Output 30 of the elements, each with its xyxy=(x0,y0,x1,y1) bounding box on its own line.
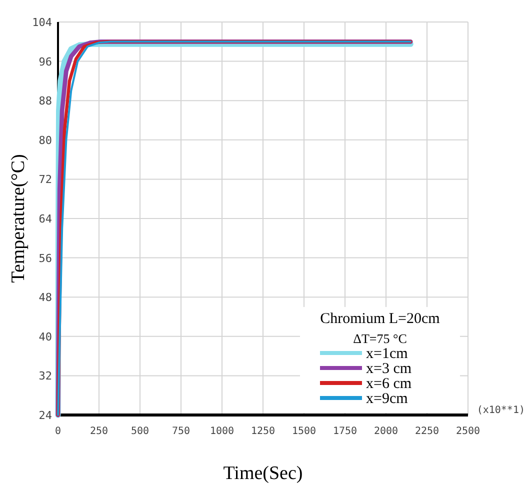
legend-label: x=3 cm xyxy=(366,361,412,377)
y-tick-label: 56 xyxy=(38,252,52,265)
x-axis-title: Time(Sec) xyxy=(223,463,303,484)
y-tick-label: 72 xyxy=(38,173,52,186)
x-tick-label: 2250 xyxy=(414,426,440,437)
x-tick-label: 2500 xyxy=(456,426,480,437)
x-tick-label: 1000 xyxy=(210,426,234,437)
y-tick-label: 104 xyxy=(32,16,52,29)
text: (x10**1) xyxy=(476,405,525,416)
y-tick-label: 32 xyxy=(38,370,52,383)
x-tick-label: 0 xyxy=(54,426,62,437)
y-tick-label: 40 xyxy=(38,330,52,344)
y-tick-label: 80 xyxy=(38,134,52,147)
y-tick-label: 24 xyxy=(38,409,52,422)
legend-label: x=9cm xyxy=(366,391,408,407)
x-tick-label: 1500 xyxy=(292,426,316,437)
x-tick-label: 1250 xyxy=(250,426,276,437)
legend-label: x=1cm xyxy=(366,346,408,362)
y-axis-title: Temperature(°C) xyxy=(8,154,29,283)
legend-title: Chromium L=20cm ΔT=75 °C xyxy=(320,311,440,346)
y-tick-label: 48 xyxy=(38,291,52,304)
x-tick-label: 2000 xyxy=(374,426,398,437)
x-tick-label: 500 xyxy=(130,426,150,437)
legend-label: x=6 cm xyxy=(366,376,412,392)
y-tick-label: 96 xyxy=(38,55,52,68)
x-tick-label: 1750 xyxy=(332,426,358,437)
x-tick-label: 750 xyxy=(172,426,190,437)
x-tick-label: 250 xyxy=(90,426,108,437)
y-tick-label: 88 xyxy=(38,94,52,108)
y-tick-label: 64 xyxy=(38,212,52,226)
